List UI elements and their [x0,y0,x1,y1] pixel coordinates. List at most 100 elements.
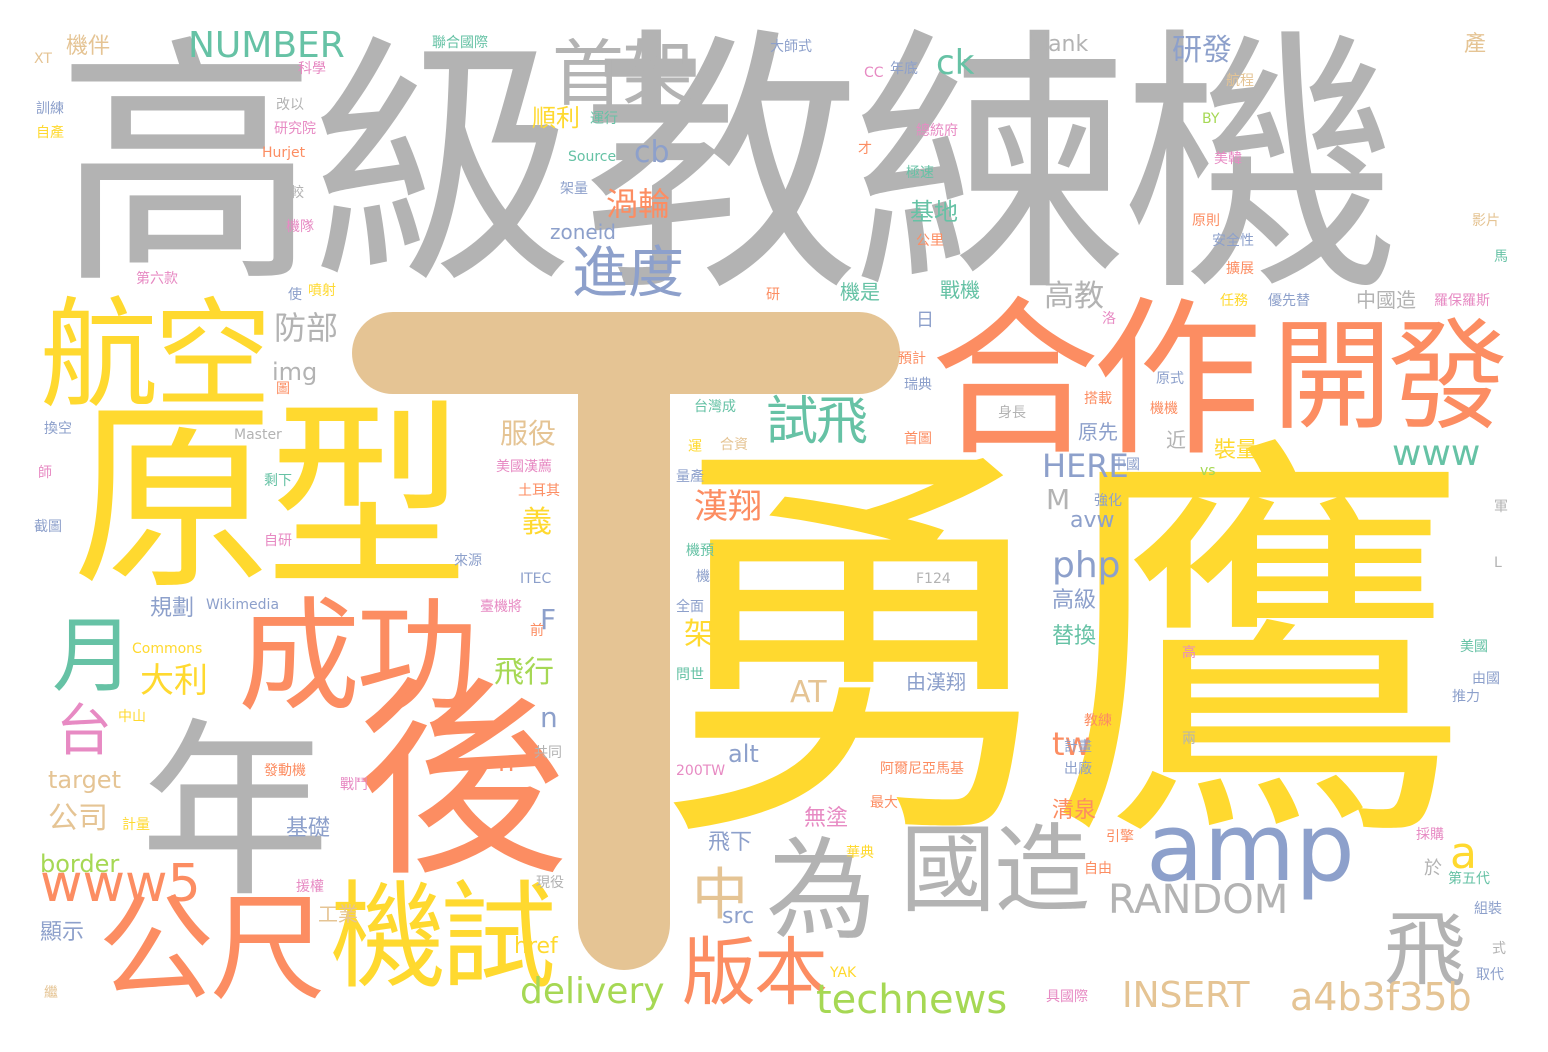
word-shun-li: 順利 [532,104,580,132]
small-word: 具國際 [1046,989,1088,1005]
small-word: 繼 [44,985,58,1001]
small-word: 換空 [44,421,72,437]
small-word: 原式 [1156,371,1184,387]
word-a4b3f35b: a4b3f35b [1290,975,1472,1019]
small-word: 圖 [276,381,290,397]
small-word: 公里 [916,233,944,249]
word-qing-quan: 清泉 [1052,798,1097,823]
small-word: 科學 [298,61,326,77]
small-word: 噴射 [308,283,336,299]
word-zhan-ji: 戰機 [940,278,980,302]
small-word: 現役 [536,875,564,891]
small-word: 機機 [1150,401,1178,417]
small-word: 中山 [118,709,146,725]
small-word: Wikimedia [206,597,280,613]
word-gong-ye: 工業 [318,902,358,926]
word-fei-xia: 飛下 [708,830,753,855]
word-ji-di: 基地 [910,198,958,226]
word-xian-shi: 顯示 [40,920,85,945]
small-word: 援權 [296,879,324,895]
word-at: AT [790,675,827,710]
small-word: 組裝 [1474,901,1502,917]
word-ban-ben: 版本 [682,930,828,1016]
small-word: XT [34,51,52,67]
word-zhuang-liang: 裝量 [1214,438,1259,463]
word-number: NUMBER [188,25,345,66]
word-img: img [272,358,318,386]
small-word: 自由 [1084,861,1112,877]
small-word: 採購 [1416,827,1444,843]
word-tw: tw [1052,725,1091,763]
small-word: 臺機將 [480,599,522,615]
small-word: 問世 [676,667,704,683]
word-n: n [540,701,558,734]
small-word: 訓練 [36,101,64,117]
small-word: 優先替 [1268,293,1310,309]
small-word: 改以 [276,97,304,113]
word-guo-zao: 國造 [900,814,1090,926]
word-yuan-xing: 原型 [72,381,468,617]
word-random: RANDOM [1108,877,1289,923]
word-here: HERE [1042,447,1129,485]
small-word: 引擎 [1106,829,1134,845]
small-word: 第五代 [1448,871,1490,887]
small-word: vs [1200,463,1216,479]
word-nian: 年 [140,702,330,923]
small-word: 極速 [906,165,934,181]
small-word: 航程 [1226,73,1254,89]
small-word: 中國 [1112,457,1140,473]
word-hou: 後 [356,658,568,905]
small-word: 美國 [1460,639,1488,655]
small-word: 合資 [720,437,748,453]
word-cheng-gong: 成功 [238,586,478,728]
small-word: 由國 [1472,671,1500,687]
small-word: 自產 [36,125,64,141]
word-fei: 飛 [1384,903,1467,998]
small-word: 出廠 [1064,761,1092,777]
word-jia: 架 [684,617,714,652]
small-word: 機 [696,569,710,585]
small-word: Master [234,427,282,443]
word-href: href [514,934,558,959]
word-gui-hua: 規劃 [150,596,195,621]
word-n2: n [498,748,515,778]
small-word: 預計 [898,351,926,367]
small-word: 土耳其 [518,483,560,499]
word-you-han-xiang: 由漢翔 [906,670,966,694]
small-word: 原則 [1192,213,1220,229]
word-gong-si: 公司 [48,801,108,836]
small-word: 師 [38,465,52,481]
small-word: 最大 [870,795,898,811]
word-avw: avw [1070,508,1115,533]
small-word: 使 [288,287,302,303]
letter-t-stem [578,340,670,970]
word-gao-ji-small: 高級 [1052,588,1097,613]
word-hang-kong: 航空 [40,286,272,424]
small-word: ITEC [520,571,552,587]
small-word: 兩 [1182,731,1196,747]
word-zoneid: zoneid [550,220,616,244]
word-fu-yi: 服役 [500,417,557,450]
word-yue: 月 [52,609,135,704]
small-word: 才 [858,141,872,157]
word-gong-chi: 公尺 [98,882,326,1017]
small-word: 截圖 [34,519,62,535]
word-shou-jia: 首架 [552,32,694,116]
small-word: 教練 [1084,713,1112,729]
word-yong-ying: 勇鷹 [650,405,1470,894]
word-insert: INSERT [1122,975,1250,1016]
small-word: 總統府 [916,123,958,139]
word-target: target [48,766,121,794]
word-m: M [1046,483,1071,516]
word-tai: 台 [56,699,112,764]
word-jiao-lian-ji: 教練機 [582,5,1400,329]
small-word: 強化 [1094,493,1122,509]
small-word: 搭載 [1084,391,1112,407]
word-chan: 產 [1464,32,1487,57]
small-word: 台灣成 [694,399,736,415]
word-gao-ji: 高級 [56,14,574,319]
small-word: 華典 [846,845,874,861]
small-word: 大師式 [770,39,812,55]
word-han-xiang: 漢翔 [694,487,762,527]
